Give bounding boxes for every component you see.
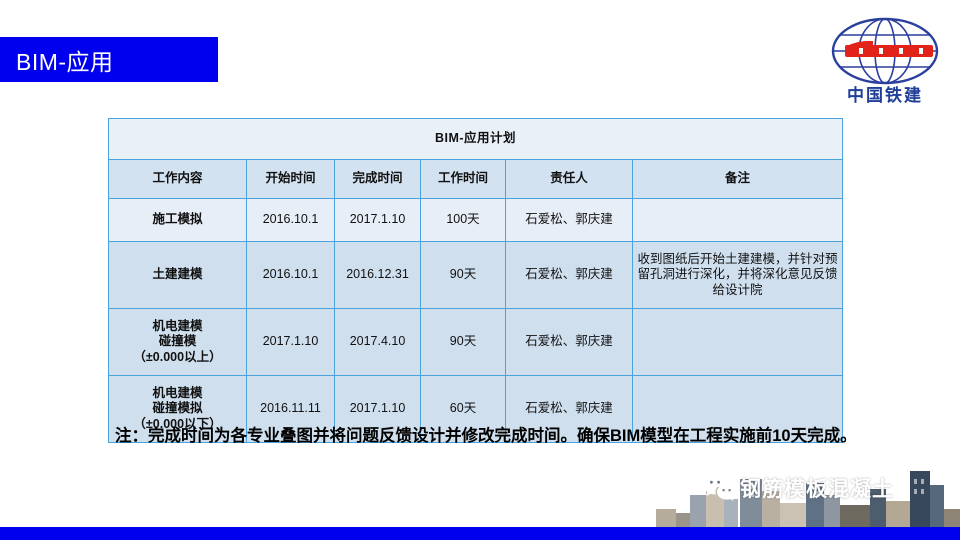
cell-finish: 2017.1.10 [334, 198, 421, 242]
cell-duration: 100天 [420, 198, 506, 242]
cell-finish: 2016.12.31 [334, 241, 421, 309]
header-finish: 完成时间 [334, 159, 421, 199]
header-owner: 责任人 [505, 159, 633, 199]
watermark-label: 钢筋模板混凝土 [740, 478, 894, 501]
footnote-text: 注：完成时间为各专业叠图并将问题反馈设计并修改完成时间。确保BIM模型在工程实施… [115, 427, 857, 445]
table-title-row: BIM-应用计划 [107, 118, 844, 160]
table-title: BIM-应用计划 [107, 118, 844, 160]
cell-start: 2017.1.10 [246, 308, 335, 376]
cell-duration: 60天 [420, 375, 506, 443]
cell-owner: 石爱松、郭庆建 [505, 308, 633, 376]
bottom-accent-bar [0, 527, 960, 540]
cell-owner: 石爱松、郭庆建 [505, 198, 633, 242]
crcc-globe-icon [826, 16, 944, 86]
cell-start: 2016.11.11 [246, 375, 335, 443]
cell-note: 收到图纸后开始土建建模，并针对预留孔洞进行深化，并将深化意见反馈给设计院 [631, 241, 844, 309]
header-duration: 工作时间 [420, 159, 506, 199]
cell-note [631, 198, 844, 242]
cell-task: 机电建模 碰撞模 （±0.000以上） [108, 308, 247, 376]
cell-task: 机电建模 碰撞模拟 （±0.000以下） [108, 375, 247, 443]
cell-note [631, 375, 844, 443]
bim-plan-table: BIM-应用计划 工作内容 开始时间 完成时间 工作时间 责任人 备注 施工模拟… [107, 118, 844, 443]
cell-note [631, 308, 844, 376]
table-header-row: 工作内容 开始时间 完成时间 工作时间 责任人 备注 [108, 159, 844, 199]
cell-start: 2016.10.1 [246, 198, 335, 242]
cell-task: 土建建模 [108, 241, 247, 309]
table-row: 机电建模 碰撞模拟 （±0.000以下） 2016.11.11 2017.1.10 … [108, 375, 844, 443]
header-start: 开始时间 [246, 159, 335, 199]
cell-duration: 90天 [420, 308, 506, 376]
crcc-logo: 中国铁建 [826, 16, 944, 110]
header-task: 工作内容 [108, 159, 247, 199]
skyline-watermark-image: 钢筋模板混凝土 [594, 465, 960, 527]
cell-task: 施工模拟 [108, 198, 247, 242]
cell-owner: 石爱松、郭庆建 [505, 241, 633, 309]
table-row: 施工模拟 2016.10.1 2017.1.10 100天 石爱松、郭庆建 [108, 198, 844, 242]
city-skyline-icon [594, 465, 960, 527]
table-row: 机电建模 碰撞模 （±0.000以上） 2017.1.10 2017.4.10 90… [108, 308, 844, 376]
slide-title-text: BIM-应用 [16, 48, 114, 75]
cell-start: 2016.10.1 [246, 241, 335, 309]
cell-finish: 2017.1.10 [334, 375, 421, 443]
cell-duration: 90天 [420, 241, 506, 309]
bim-plan-table-container: BIM-应用计划 工作内容 开始时间 完成时间 工作时间 责任人 备注 施工模拟… [107, 118, 844, 443]
wechat-icon [702, 474, 736, 501]
slide-title-banner: BIM-应用 [0, 37, 218, 82]
table-row: 土建建模 2016.10.1 2016.12.31 90天 石爱松、郭庆建 收到… [108, 241, 844, 309]
cell-owner: 石爱松、郭庆建 [505, 375, 633, 443]
crcc-logo-caption: 中国铁建 [847, 86, 923, 105]
header-note: 备注 [631, 159, 844, 199]
cell-finish: 2017.4.10 [334, 308, 421, 376]
